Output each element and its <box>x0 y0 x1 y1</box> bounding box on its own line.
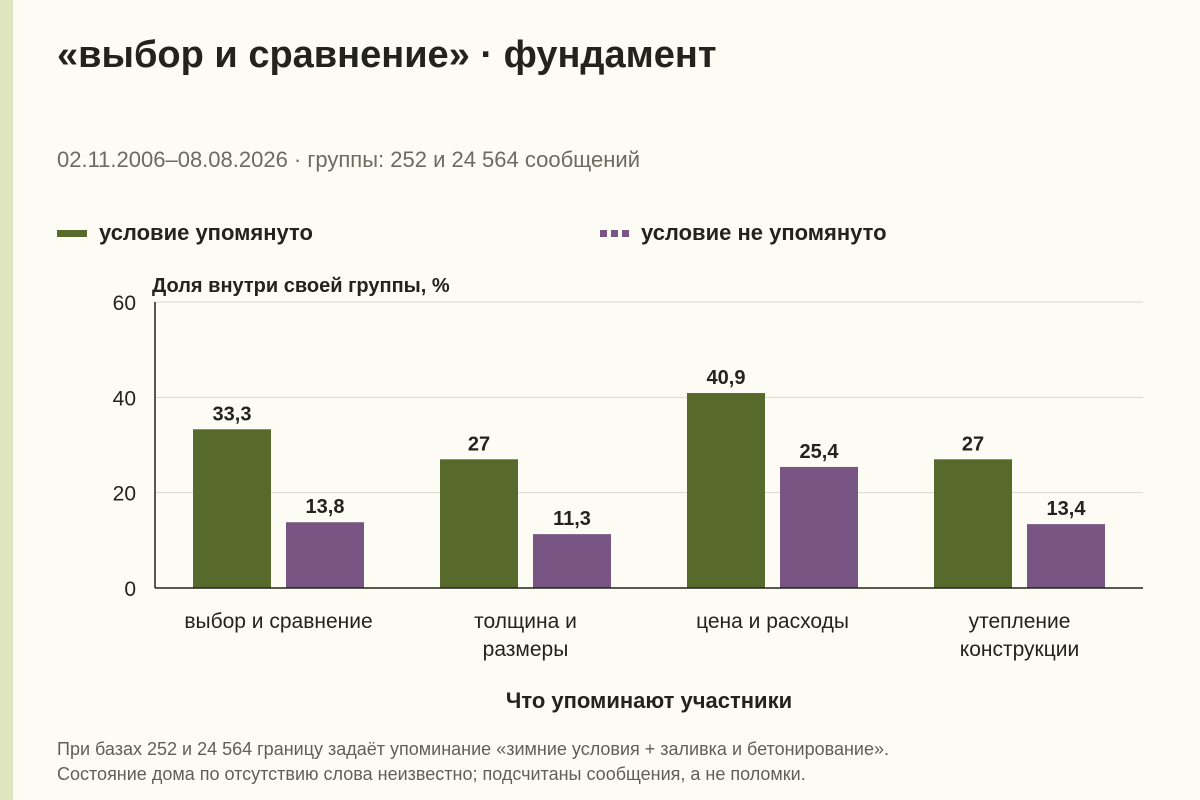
bar <box>780 466 858 588</box>
y-tick-label: 20 <box>113 483 136 506</box>
y-tick-label: 40 <box>113 387 136 410</box>
x-tick-label: выбор и сравнение <box>184 610 372 633</box>
data-label: 27 <box>468 433 490 455</box>
legend-item-mentioned: условие упомянуто <box>57 219 313 247</box>
data-label: 33,3 <box>213 403 252 425</box>
data-label: 25,4 <box>800 441 840 463</box>
x-tick-label: толщина и размеры <box>474 610 577 661</box>
y-tick-label: 0 <box>124 578 136 601</box>
y-tick-label: 60 <box>113 292 136 315</box>
legend-item-not-mentioned: условие не упомянуто <box>600 219 887 247</box>
data-label: 13,4 <box>1047 498 1087 520</box>
data-label: 11,3 <box>553 508 591 530</box>
data-label: 40,9 <box>707 367 746 389</box>
bar <box>934 459 1012 588</box>
footnote-line-2: Состояние дома по отсутствию слова неизв… <box>57 764 806 784</box>
bar <box>286 522 364 588</box>
x-tick-label: утепление конструкции <box>960 610 1079 661</box>
legend-swatch-dashed <box>600 229 629 237</box>
bar <box>193 429 271 588</box>
legend-label-mentioned: условие упомянуто <box>99 220 313 245</box>
page-subtitle: 02.11.2006–08.08.2026 · группы: 252 и 24… <box>57 147 640 172</box>
legend-swatch-solid <box>57 229 87 237</box>
x-tick-label: цена и расходы <box>696 610 849 633</box>
x-axis-label: Что упоминают участники <box>506 688 792 713</box>
y-axis-label: Доля внутри своей группы, % <box>152 275 450 297</box>
footnote-line-1: При базах 252 и 24 564 границу задаёт уп… <box>57 739 889 759</box>
bar <box>1027 524 1105 588</box>
page-title: «выбор и сравнение» · фундамент <box>57 34 717 76</box>
bar <box>440 459 518 588</box>
left-accent-strip <box>0 0 13 800</box>
footnote: При базах 252 и 24 564 границу задаёт уп… <box>57 737 1157 787</box>
bar <box>533 534 611 588</box>
data-label: 27 <box>962 433 984 455</box>
legend-label-not-mentioned: условие не упомянуто <box>641 220 887 245</box>
data-label: 13,8 <box>306 496 345 518</box>
bar <box>687 393 765 588</box>
